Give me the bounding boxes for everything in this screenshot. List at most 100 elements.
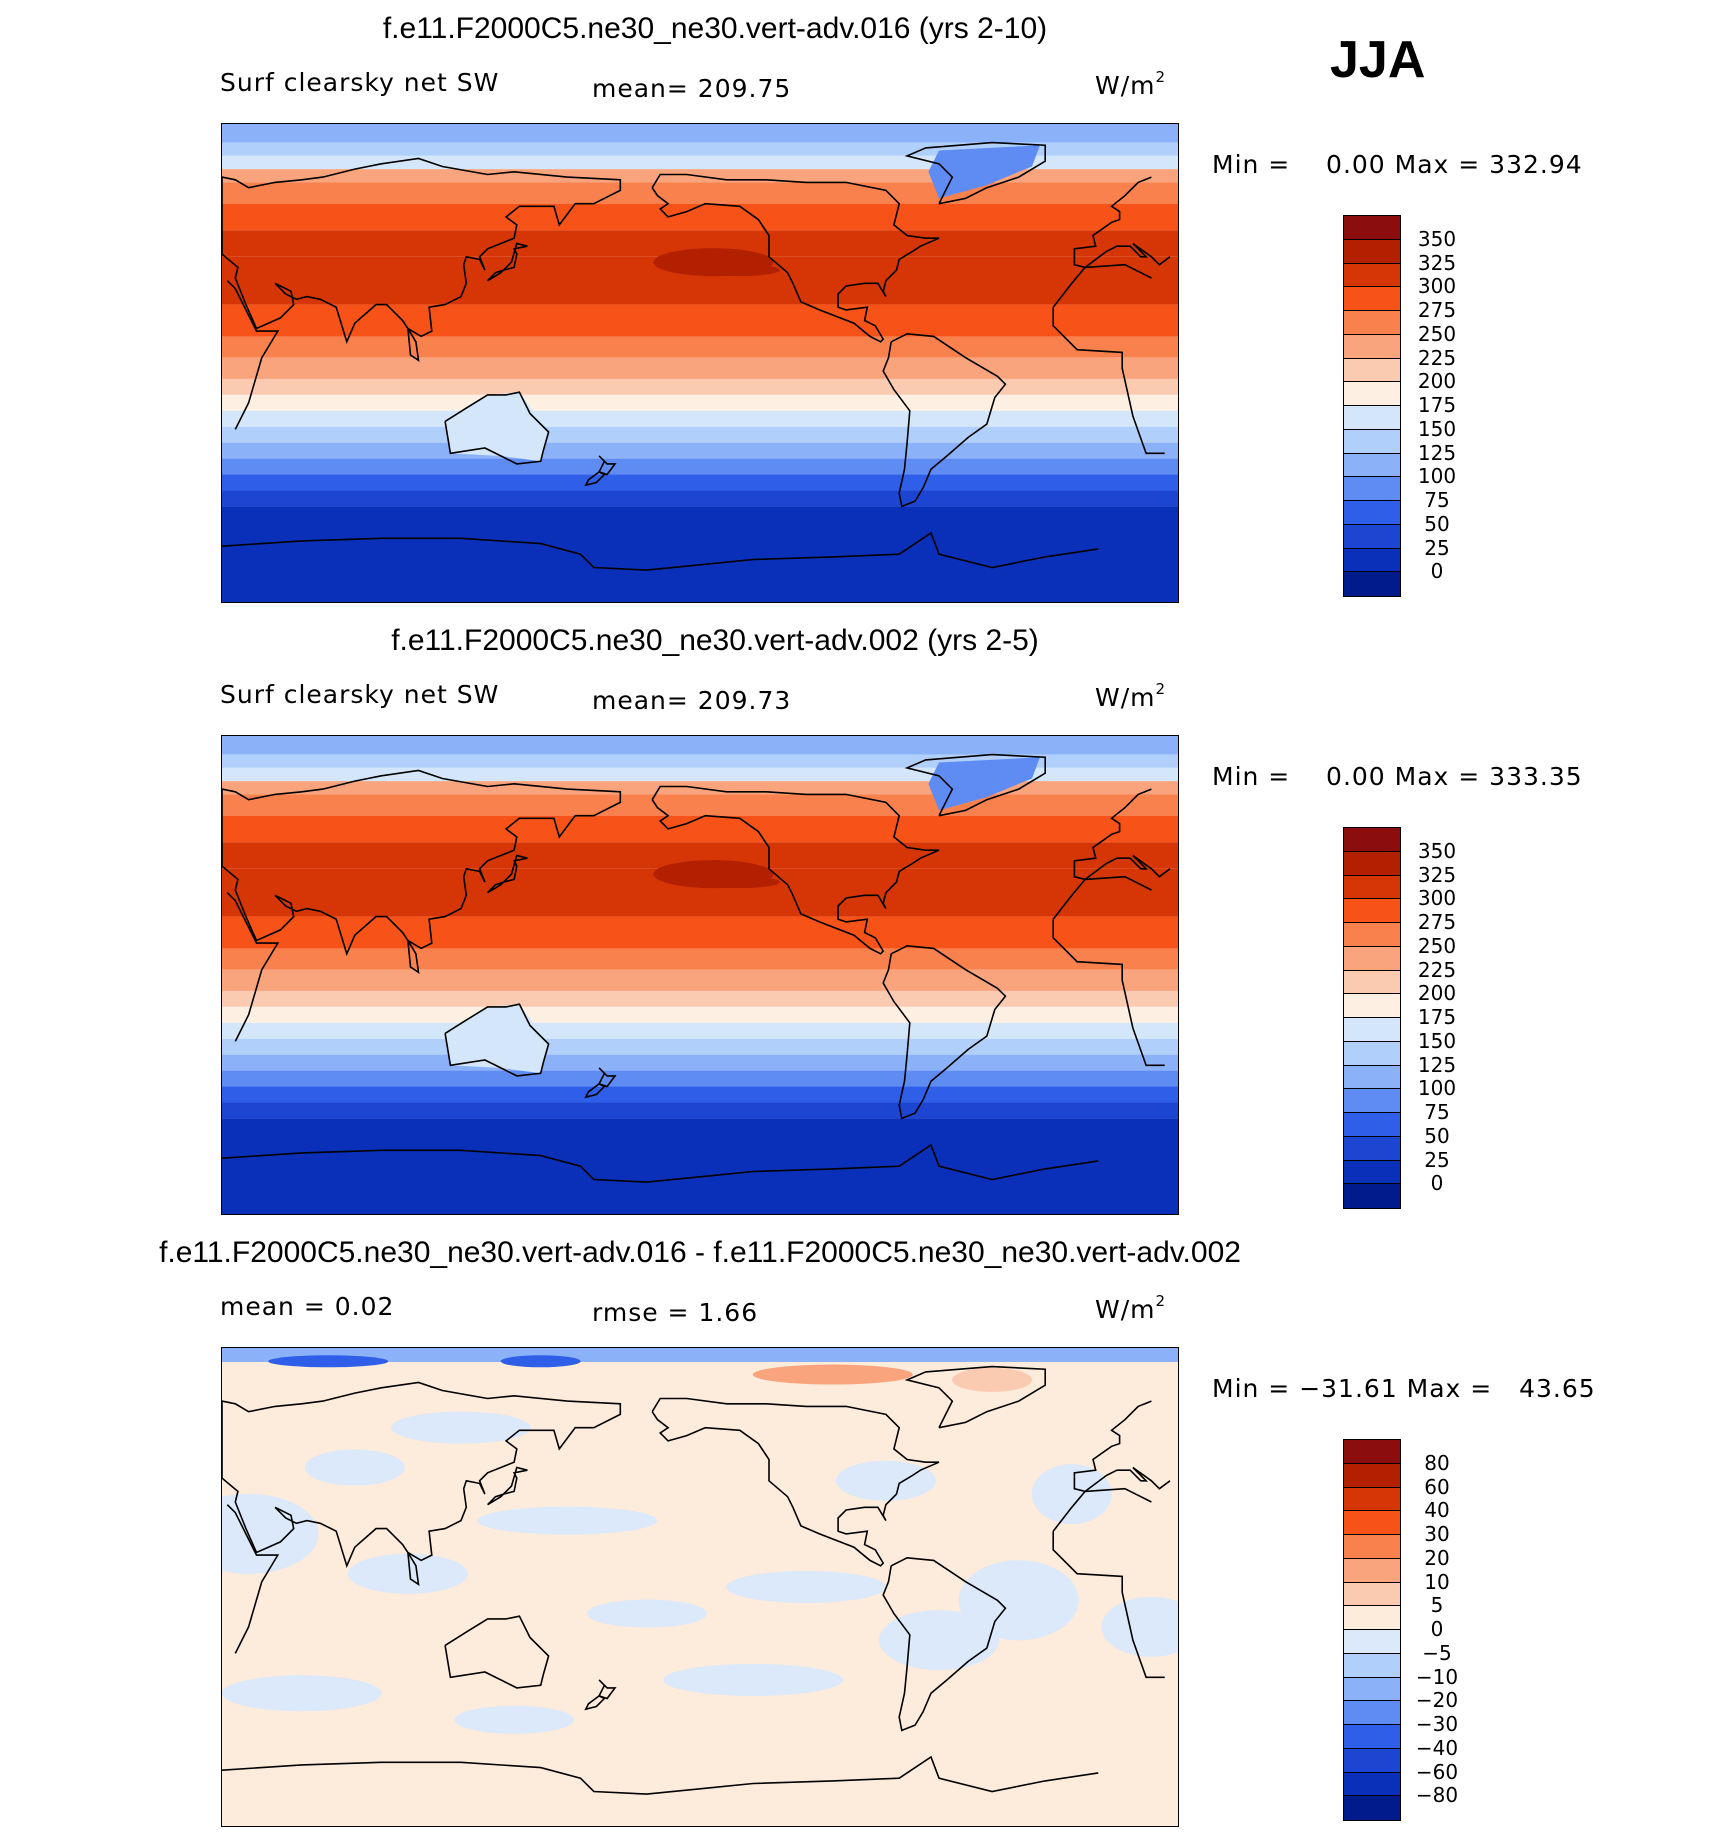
colorbar-tick-label: 125: [1417, 1052, 1457, 1077]
greenland-ice-region: [928, 145, 1040, 199]
colorbar-tick-label: 150: [1417, 1028, 1457, 1053]
colorbar-labels: 350 325 300 275 250 225 200 175 150 125 100 75 50 25 0: [1400, 827, 1490, 1207]
colorbar-tick-label: 60: [1424, 1474, 1450, 1499]
colorbar-tick-label: 0: [1430, 1617, 1444, 1641]
panel-left-label: Surf clearsky net SW: [220, 680, 500, 709]
contour-band: [222, 969, 1178, 991]
colorbar-swatch: [1344, 382, 1400, 406]
coastline: [444, 1003, 550, 1077]
coastline: [444, 1615, 550, 1689]
arctic-anomaly: [268, 1355, 389, 1368]
colorbar-tick-label: 300: [1417, 886, 1457, 911]
contour-band: [222, 1086, 1178, 1103]
contour-band: [222, 474, 1178, 491]
australia-region: [445, 392, 549, 462]
coastline: [904, 1365, 1046, 1429]
colorbar-swatch: [1344, 1018, 1400, 1042]
colorbar-tick-label: 300: [1417, 274, 1457, 299]
coastline: [651, 1397, 940, 1567]
panel-mid-label: mean= 209.75: [592, 74, 792, 103]
colorbar-swatch: [1344, 1772, 1400, 1797]
map-plot: [221, 735, 1179, 1215]
colorbar-tick-label: 350: [1417, 838, 1457, 863]
colorbar-swatch: [1344, 1136, 1400, 1161]
colorbar-tick-label: 10: [1424, 1569, 1450, 1594]
colorbar-swatch: [1344, 216, 1400, 240]
colorbar-swatch: [1344, 1701, 1400, 1725]
contour-maximum: [699, 264, 780, 277]
colorbar-tick-label: 0: [1430, 559, 1444, 584]
panel-2: f.e11.F2000C5.ne30_ne30.vert-adv.002 (yr…: [0, 612, 1710, 1224]
colorbar-tick-label: 20: [1424, 1545, 1450, 1570]
coastline: [882, 332, 1007, 508]
colorbar-swatch: [1344, 851, 1400, 876]
colorbar-tick-label: 50: [1424, 1123, 1450, 1148]
colorbar-tick-label: 175: [1417, 393, 1457, 417]
difference-patch: [1101, 1596, 1178, 1657]
colorbar-tick-label: −30: [1415, 1712, 1459, 1736]
colorbar-tick-label: −10: [1415, 1664, 1459, 1689]
difference-patch: [958, 1560, 1079, 1641]
coastline: [651, 785, 940, 955]
difference-patch: [347, 1553, 468, 1594]
colorbar-tick-label: 125: [1417, 440, 1457, 465]
contour-band: [222, 1118, 1178, 1214]
arctic-anomaly: [952, 1367, 1033, 1392]
colorbar-swatch: [1344, 1184, 1400, 1208]
colorbar-swatch: [1344, 994, 1400, 1018]
contour-band: [222, 990, 1178, 1007]
map-svg: [222, 1348, 1178, 1826]
colorbar-tick-label: 80: [1424, 1450, 1450, 1475]
contour-band: [222, 442, 1178, 459]
colorbar-swatch: [1344, 875, 1400, 900]
coastline: [222, 1755, 1099, 1795]
panel-1: f.e11.F2000C5.ne30_ne30.vert-adv.016 (yr…: [0, 0, 1710, 612]
colorbar-tick-label: −80: [1415, 1783, 1459, 1808]
contour-band: [222, 1102, 1178, 1119]
colorbar-swatch: [1344, 429, 1400, 454]
coastline: [584, 1695, 606, 1711]
units-exponent: 2: [1155, 680, 1167, 698]
contour-band: [222, 1038, 1178, 1055]
colorbar-swatch: [1344, 1041, 1400, 1066]
contour-band: [222, 1006, 1178, 1023]
colorbar: [1343, 1439, 1401, 1821]
colorbar-swatch: [1344, 899, 1400, 923]
colorbar-swatch: [1344, 1606, 1400, 1630]
contour-band: [222, 948, 1178, 970]
colorbar-tick-label: 25: [1424, 535, 1450, 560]
colorbar-swatch: [1344, 572, 1400, 596]
difference-patch: [879, 1610, 999, 1671]
contour-band: [222, 304, 1178, 337]
colorbar-swatch: [1344, 1160, 1400, 1185]
coastline: [584, 1083, 606, 1099]
coastline: [904, 141, 1046, 205]
colorbar-tick-label: 100: [1417, 464, 1457, 489]
colorbar-tick-label: 350: [1417, 226, 1457, 251]
colorbar-tick-label: 275: [1417, 298, 1457, 322]
colorbar: [1343, 827, 1401, 1209]
difference-patch: [222, 1675, 382, 1712]
difference-patch: [726, 1571, 887, 1603]
difference-patch: [835, 1460, 936, 1501]
units-label: W/m2: [1095, 680, 1166, 712]
colorbar-labels: 80 60 40 30 20 10 5 0 −5 −10 −20 −30 −40 −60 −80: [1400, 1439, 1490, 1819]
colorbar-labels: 350 325 300 275 250 225 200 175 150 125 100 75 50 25 0: [1400, 215, 1490, 595]
colorbar-swatch: [1344, 828, 1400, 852]
colorbar-swatch: [1344, 1748, 1400, 1773]
difference-patch: [454, 1705, 575, 1734]
map-svg: [222, 124, 1178, 602]
contour-band: [222, 1070, 1178, 1087]
coastline: [222, 157, 622, 362]
colorbar-swatch: [1344, 1582, 1400, 1607]
colorbar-swatch: [1344, 548, 1400, 573]
coastline: [882, 1556, 1007, 1732]
colorbar-tick-label: 225: [1417, 345, 1457, 370]
colorbar-swatch: [1344, 501, 1400, 525]
season-label: JJA: [1330, 31, 1426, 89]
contour-band: [222, 736, 1178, 755]
colorbar-tick-label: 0: [1430, 1171, 1444, 1196]
panel-left-label: mean = 0.02: [220, 1292, 395, 1321]
colorbar-swatch: [1344, 1065, 1400, 1090]
greenland-ice-region: [928, 757, 1040, 811]
